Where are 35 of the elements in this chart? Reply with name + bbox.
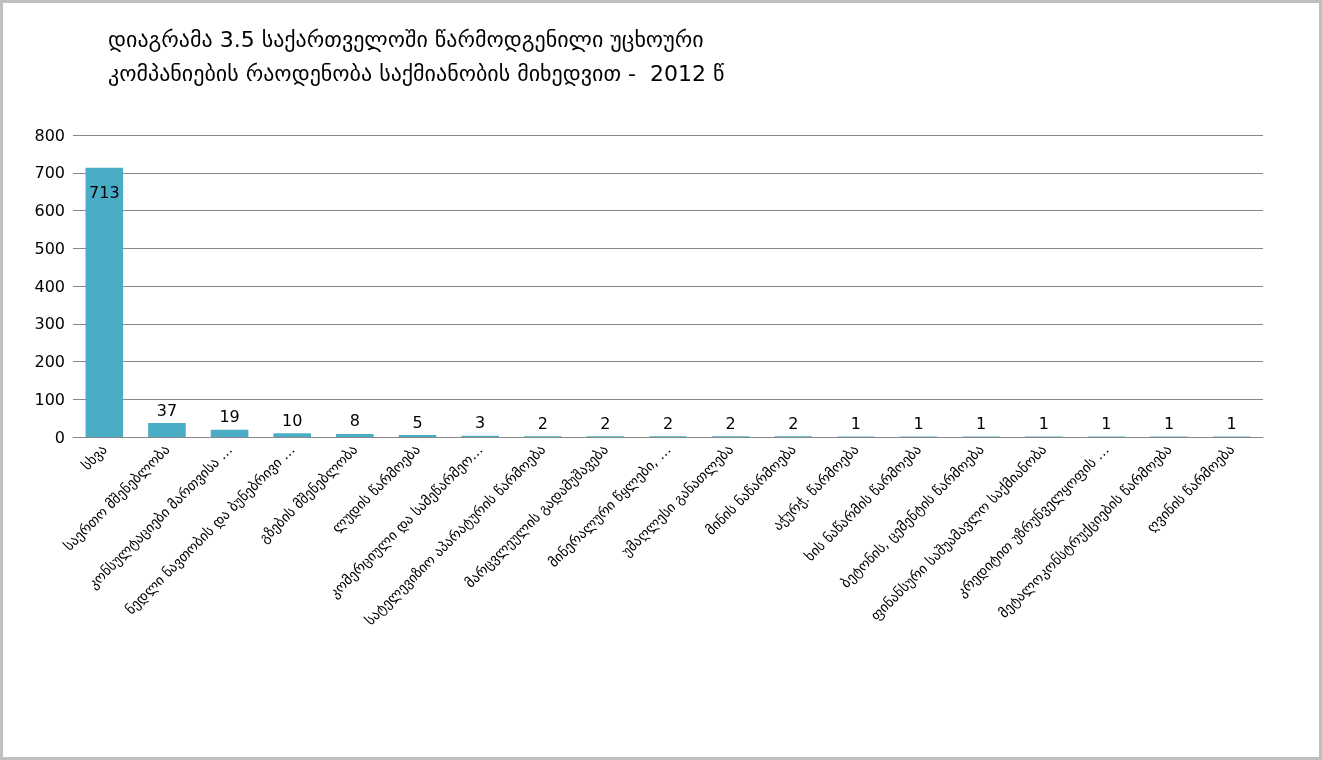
data-label: 2	[537, 413, 548, 433]
data-label: 19	[219, 407, 240, 427]
data-label: 713	[89, 183, 120, 203]
data-label: 10	[282, 410, 303, 430]
y-tick-label: 600	[34, 201, 65, 220]
y-tick-label: 800	[34, 125, 65, 145]
data-label: 2	[788, 413, 799, 433]
data-label: 2	[662, 413, 674, 433]
data-label: 1	[1101, 414, 1112, 434]
y-tick-label: 500	[34, 238, 65, 258]
data-label: 1	[1163, 414, 1175, 434]
data-label: 37	[156, 400, 178, 420]
data-label: 5	[412, 412, 423, 432]
y-tick-label: 0	[54, 427, 65, 447]
data-label: 1	[850, 414, 861, 434]
bar	[210, 429, 249, 437]
data-label: 1	[1226, 414, 1237, 434]
bar	[148, 423, 186, 437]
y-tick-label: 300	[34, 314, 65, 334]
y-tick-label: 100	[34, 389, 65, 409]
data-label: 2	[725, 413, 736, 433]
y-tick-label: 700	[34, 163, 65, 183]
data-label: 2	[600, 413, 611, 433]
bar	[273, 433, 311, 437]
data-label: 8	[349, 411, 360, 431]
bar	[336, 433, 374, 437]
chart-title: დიაგრამა 3.5 საქართველოში წარმოდგენილი უცხოური კომპანიების რაოდენობა საქმიანობის მიხედვით - 2012 წ	[108, 26, 725, 86]
x-tick-label: სხვა	[78, 441, 110, 474]
data-label: 1	[913, 414, 924, 434]
data-label: 1	[1038, 414, 1049, 434]
data-label: 1	[976, 414, 987, 434]
bar	[85, 167, 124, 437]
y-tick-label: 400	[34, 276, 65, 296]
y-tick-label: 200	[34, 352, 65, 371]
data-label: 3	[475, 413, 486, 433]
